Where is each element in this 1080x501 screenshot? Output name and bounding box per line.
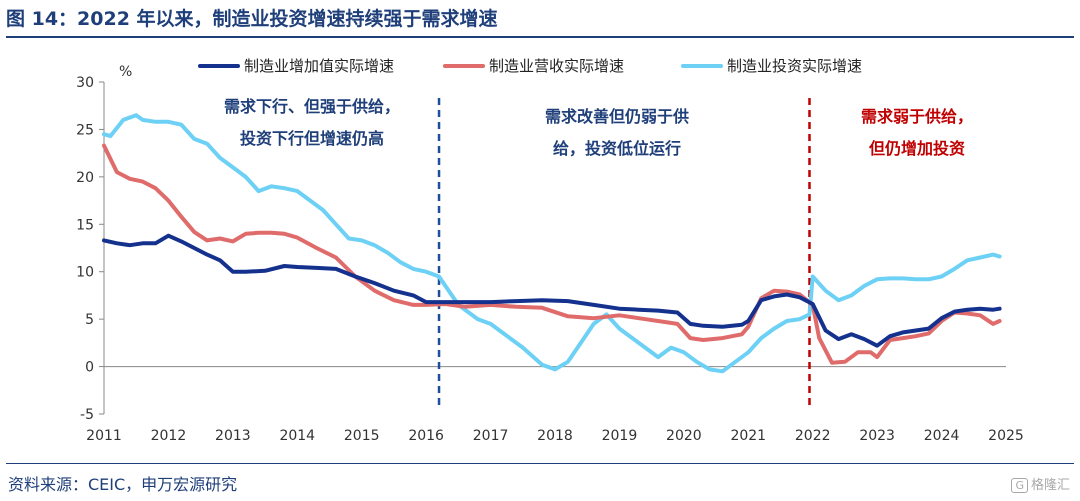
- watermark: G 格隆汇: [1011, 474, 1070, 493]
- x-tick-label: 2017: [473, 428, 509, 444]
- title-divider: [6, 36, 1074, 38]
- x-tick-label: 2016: [408, 428, 444, 444]
- chart-series: [102, 113, 1002, 374]
- annotation-3-line-2: 但仍增加投资: [869, 139, 965, 158]
- footer-divider: [6, 463, 1074, 464]
- page-title: 图 14：2022 年以来，制造业投资增速持续强于需求增速: [6, 8, 498, 30]
- x-tick-label: 2013: [215, 428, 251, 444]
- annotation-3-line-1: 需求弱于供给，: [861, 107, 973, 126]
- x-tick-label: 2019: [602, 428, 638, 444]
- legend-label-1: 制造业增加值实际增速: [244, 57, 394, 75]
- annotation-1-line-1: 需求下行、但强于供给，: [224, 97, 400, 116]
- y-tick-label: 15: [76, 217, 94, 233]
- x-tick-label: 2014: [279, 428, 315, 444]
- x-tick-label: 2011: [86, 428, 122, 444]
- y-tick-label: 0: [85, 360, 94, 376]
- y-tick-label: 20: [76, 170, 94, 186]
- watermark-text: 格隆汇: [1030, 478, 1070, 493]
- annotation-1-line-2: 投资下行但增速仍高: [240, 129, 384, 148]
- y-axis-unit-label: %: [119, 64, 132, 80]
- annotation-2-line-1: 需求改善但仍弱于供: [545, 107, 689, 126]
- period-dividers: [437, 98, 811, 408]
- y-tick-label: 30: [76, 75, 94, 91]
- chart-legend: 制造业增加值实际增速 制造业营收实际增速 制造业投资实际增速: [198, 57, 862, 75]
- annotation-2-line-2: 给，投资低位运行: [553, 139, 681, 158]
- x-tick-label: 2025: [988, 428, 1024, 444]
- x-tick-label: 2018: [537, 428, 573, 444]
- y-tick-label: -5: [80, 407, 94, 423]
- legend-label-3: 制造业投资实际增速: [727, 57, 862, 75]
- x-tick-label: 2024: [924, 428, 960, 444]
- y-tick-label: 10: [76, 265, 94, 281]
- x-tick-label: 2015: [344, 428, 380, 444]
- series-line-3: [102, 113, 1002, 374]
- source-note: 资料来源：CEIC，申万宏源研究: [8, 475, 238, 494]
- series-line-2: [102, 143, 1002, 365]
- legend-label-2: 制造业营收实际增速: [489, 57, 624, 75]
- x-tick-label: 2012: [151, 428, 187, 444]
- brand-logo-icon: G: [1011, 478, 1028, 493]
- series-line-1: [102, 233, 1002, 348]
- x-tick-label: 2020: [666, 428, 702, 444]
- x-tick-label: 2021: [730, 428, 766, 444]
- x-tick-label: 2022: [795, 428, 831, 444]
- y-tick-label: 25: [76, 122, 94, 138]
- x-tick-label: 2023: [859, 428, 895, 444]
- y-tick-label: 5: [85, 312, 94, 328]
